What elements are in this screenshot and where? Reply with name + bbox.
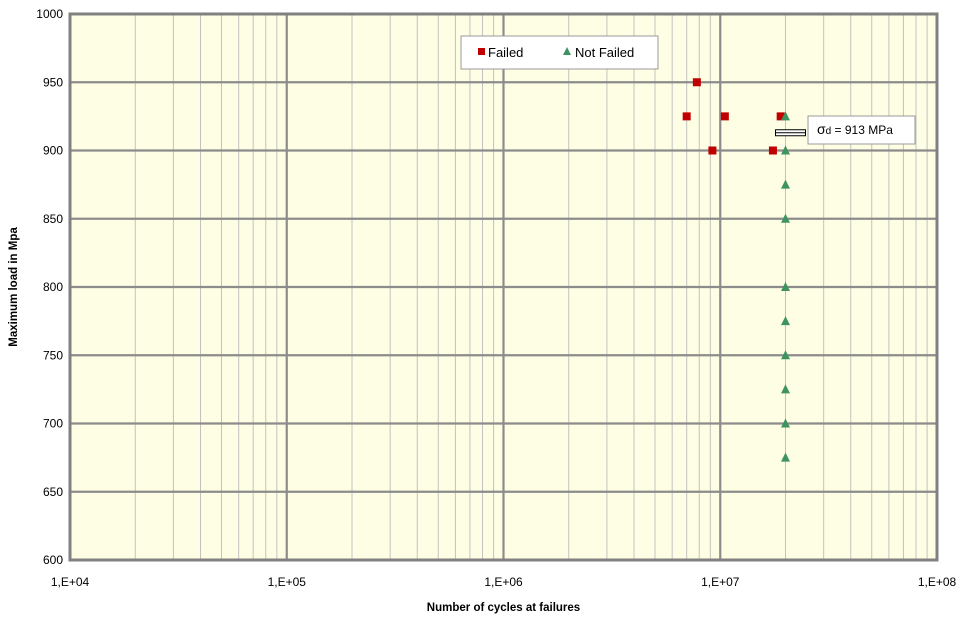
y-tick-label: 850 <box>43 212 63 226</box>
legend-not-failed-label: Not Failed <box>575 45 634 60</box>
not-failed-point <box>780 350 790 360</box>
annotation-box <box>807 115 916 145</box>
not-failed-point <box>780 384 790 394</box>
not-failed-point <box>780 452 790 462</box>
legend-failed-marker <box>478 48 485 55</box>
x-tick-label: 1,E+04 <box>51 575 90 589</box>
failed-point <box>720 112 729 121</box>
not-failed-point <box>780 316 790 326</box>
not-failed-point <box>780 213 790 223</box>
x-axis-ticks: 1,E+04 1,E+05 1,E+06 1,E+07 1,E+08 <box>51 575 957 589</box>
y-tick-label: 800 <box>43 280 63 294</box>
not-failed-point <box>780 179 790 189</box>
y-tick-label: 750 <box>43 348 63 362</box>
legend-not-failed-marker <box>563 47 571 55</box>
failed-point <box>776 112 785 121</box>
y-tick-label: 700 <box>43 417 63 431</box>
not-failed-point <box>780 111 790 121</box>
legend: Failed Not Failed <box>460 35 659 70</box>
failed-point <box>768 146 777 155</box>
y-axis-ticks: 600 650 700 750 800 850 900 950 1000 <box>36 7 63 567</box>
y-tick-label: 600 <box>43 553 63 567</box>
x-axis-title: Number of cycles at failures <box>427 602 580 614</box>
not-failed-point <box>780 418 790 428</box>
x-tick-label: 1,E+06 <box>484 575 523 589</box>
y-tick-label: 1000 <box>36 7 63 21</box>
annotation: σd = 913 MPa <box>774 115 916 145</box>
annotation-value: = 913 MPa <box>831 123 893 137</box>
failed-point <box>692 78 701 87</box>
y-tick-label: 900 <box>43 144 63 158</box>
plot-area-border <box>68 12 939 562</box>
annotation-symbol: σ <box>817 121 826 137</box>
y-tick-label: 650 <box>43 485 63 499</box>
annotation-label: σd = 913 MPa <box>817 121 893 137</box>
failed-point <box>708 146 717 155</box>
major-gridlines <box>70 14 937 560</box>
legend-failed-label: Failed <box>488 45 523 60</box>
legend-box <box>460 35 659 70</box>
x-tick-label: 1,E+07 <box>701 575 740 589</box>
not-failed-point <box>780 282 790 291</box>
y-tick-label: 950 <box>43 75 63 89</box>
x-tick-label: 1,E+05 <box>268 575 307 589</box>
failed-point <box>682 112 691 121</box>
x-tick-label: 1,E+08 <box>918 575 957 589</box>
annotation-subscript: d <box>826 126 832 137</box>
y-axis-title: Maximum load in Mpa <box>8 227 20 347</box>
not-failed-point <box>780 145 790 155</box>
data-points <box>682 78 790 462</box>
